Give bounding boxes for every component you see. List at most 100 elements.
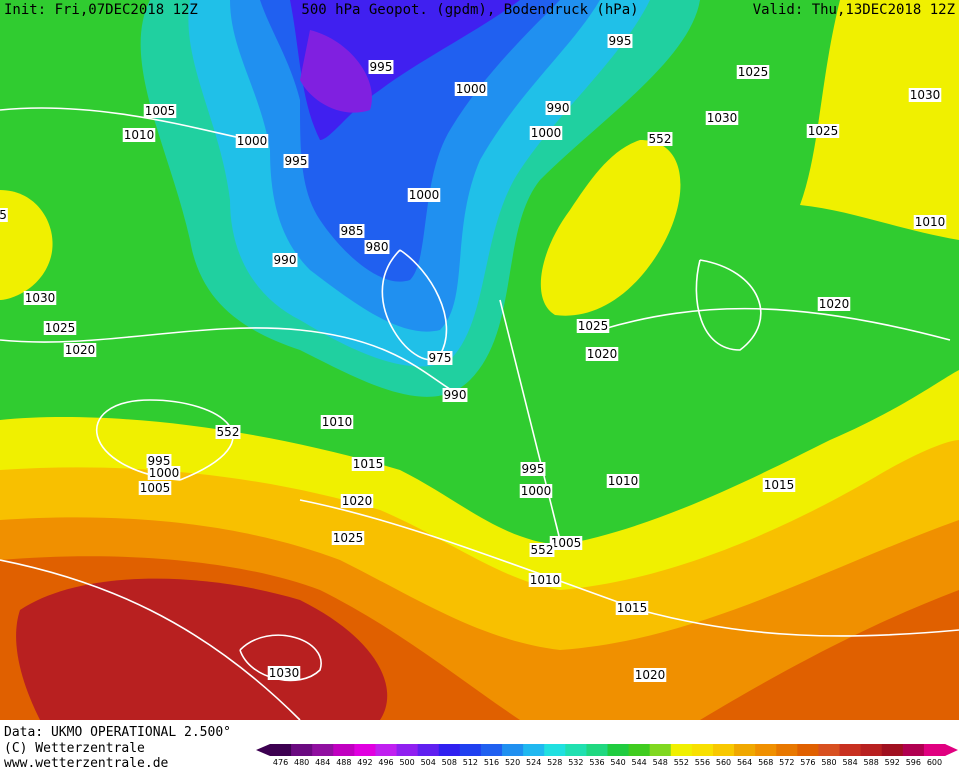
footer-url: www.wetterzentrale.de [4, 756, 169, 770]
isobar-label-box [705, 111, 739, 125]
colorbar-swatch [396, 744, 419, 756]
isobar-label-box [607, 34, 633, 48]
colorbar-swatch [565, 744, 587, 756]
colorbar-swatch [333, 744, 355, 756]
colorbar-label: 564 [737, 758, 752, 767]
isobar-label: 1010 [915, 215, 946, 229]
isobar-label-box [351, 457, 385, 471]
colorbar-label: 580 [821, 758, 836, 767]
colorbar-label: 544 [632, 758, 647, 767]
colorbar-swatch [438, 744, 461, 756]
isobar-label: 1005 [551, 536, 582, 550]
isobar-label-box [529, 126, 563, 140]
colorbar-label: 516 [484, 758, 499, 767]
isobar-label: 1025 [45, 321, 76, 335]
isobar-label: 990 [444, 388, 467, 402]
isobar-label: 1005 [145, 104, 176, 118]
isobar-label: 1015 [617, 601, 648, 615]
isobar-label-box [576, 319, 610, 333]
isobar-label-box [43, 321, 77, 335]
isobar-label: 1010 [124, 128, 155, 142]
colorbar-swatch [586, 744, 608, 756]
colorbar-label: 560 [716, 758, 731, 767]
isobar-label-box [368, 60, 394, 74]
footer-data: Data: UKMO OPERATIONAL 2.500° [4, 725, 231, 740]
isobar-label: 975 [429, 351, 452, 365]
valid-text: Valid: Thu,13DEC2018 12Z [753, 2, 955, 18]
isobar-label: 1030 [910, 88, 941, 102]
isobar-label: 1000 [521, 484, 552, 498]
isobar-label: 1015 [764, 478, 795, 492]
colorbar-swatch [312, 744, 334, 756]
colorbar-swatch [923, 744, 946, 756]
isobar-label-box [528, 573, 562, 587]
isobar-label-box [23, 291, 57, 305]
isobar-label-box [615, 601, 649, 615]
isobar-label-box [331, 531, 365, 545]
isobar-label-box [340, 494, 374, 508]
colorbar-swatch [712, 744, 735, 756]
colorbar-swatch [607, 744, 630, 756]
isobar-label-box [122, 128, 156, 142]
colorbar-swatch [902, 744, 925, 756]
isobar-label: 1005 [140, 481, 171, 495]
colorbar-swatch [818, 744, 841, 756]
isobar-label: 1010 [322, 415, 353, 429]
colorbar-swatch [881, 744, 904, 756]
colorbar-label: 524 [526, 758, 541, 767]
colorbar-label: 548 [653, 758, 668, 767]
colorbar-label: 520 [505, 758, 520, 767]
isobar-label: 1030 [707, 111, 738, 125]
isobar-label-box [267, 666, 301, 680]
colorbar-swatch [670, 744, 693, 756]
isobar-label-box [606, 474, 640, 488]
isobar-label: 552 [649, 132, 672, 146]
colorbar-label: 504 [421, 758, 436, 767]
isobar-label: 1020 [65, 343, 96, 357]
isobar-label: 552 [217, 425, 240, 439]
isobar-label-box [339, 224, 365, 238]
colorbar-swatch [459, 744, 482, 756]
colorbar-swatch [839, 744, 862, 756]
isobar-label: 995 [370, 60, 393, 74]
isobar-label: 995 [522, 462, 545, 476]
isobar-label: 995 [285, 154, 308, 168]
colorbar-label: 484 [315, 758, 330, 767]
colorbar-label: 540 [610, 758, 625, 767]
isobar-label-box [913, 215, 947, 229]
isobar-label-box [407, 188, 441, 202]
isobar-label: 1025 [738, 65, 769, 79]
isobar-label: 995 [148, 454, 171, 468]
colorbar-label: 476 [273, 758, 288, 767]
isobar-label-box [585, 347, 619, 361]
isobar-label-box [908, 88, 942, 102]
colorbar-swatch [354, 744, 376, 756]
isobar-label: 1030 [25, 291, 56, 305]
isobar-label-box [215, 425, 241, 439]
isobar-label-box [143, 104, 177, 118]
colorbar-swatch [860, 744, 883, 756]
isobar-label: 1025 [333, 531, 364, 545]
isobar-label: 1015 [353, 457, 384, 471]
colorbar-label: 552 [674, 758, 689, 767]
isobar-label: 1020 [635, 668, 666, 682]
isobar-label: 1010 [608, 474, 639, 488]
isobar-label-box [817, 297, 851, 311]
colorbar-label: 488 [336, 758, 351, 767]
isobar-label-box [147, 466, 181, 480]
colorbar-swatch [755, 744, 777, 756]
colorbar-swatch [270, 744, 292, 756]
isobar-label-box [762, 478, 796, 492]
colorbar-label: 556 [695, 758, 710, 767]
isobar-label: 1000 [531, 126, 562, 140]
isobar-label: 1025 [578, 319, 609, 333]
isobar-label: 1030 [269, 666, 300, 680]
colorbar-swatch [417, 744, 440, 756]
isobar-label-box [545, 101, 571, 115]
isobar-label-box [736, 65, 770, 79]
colorbar-label: 588 [864, 758, 879, 767]
colorbar-label: 576 [800, 758, 815, 767]
isobar-label-box [235, 134, 269, 148]
isobar-label-box [454, 82, 488, 96]
colorbar-swatch [776, 744, 798, 756]
